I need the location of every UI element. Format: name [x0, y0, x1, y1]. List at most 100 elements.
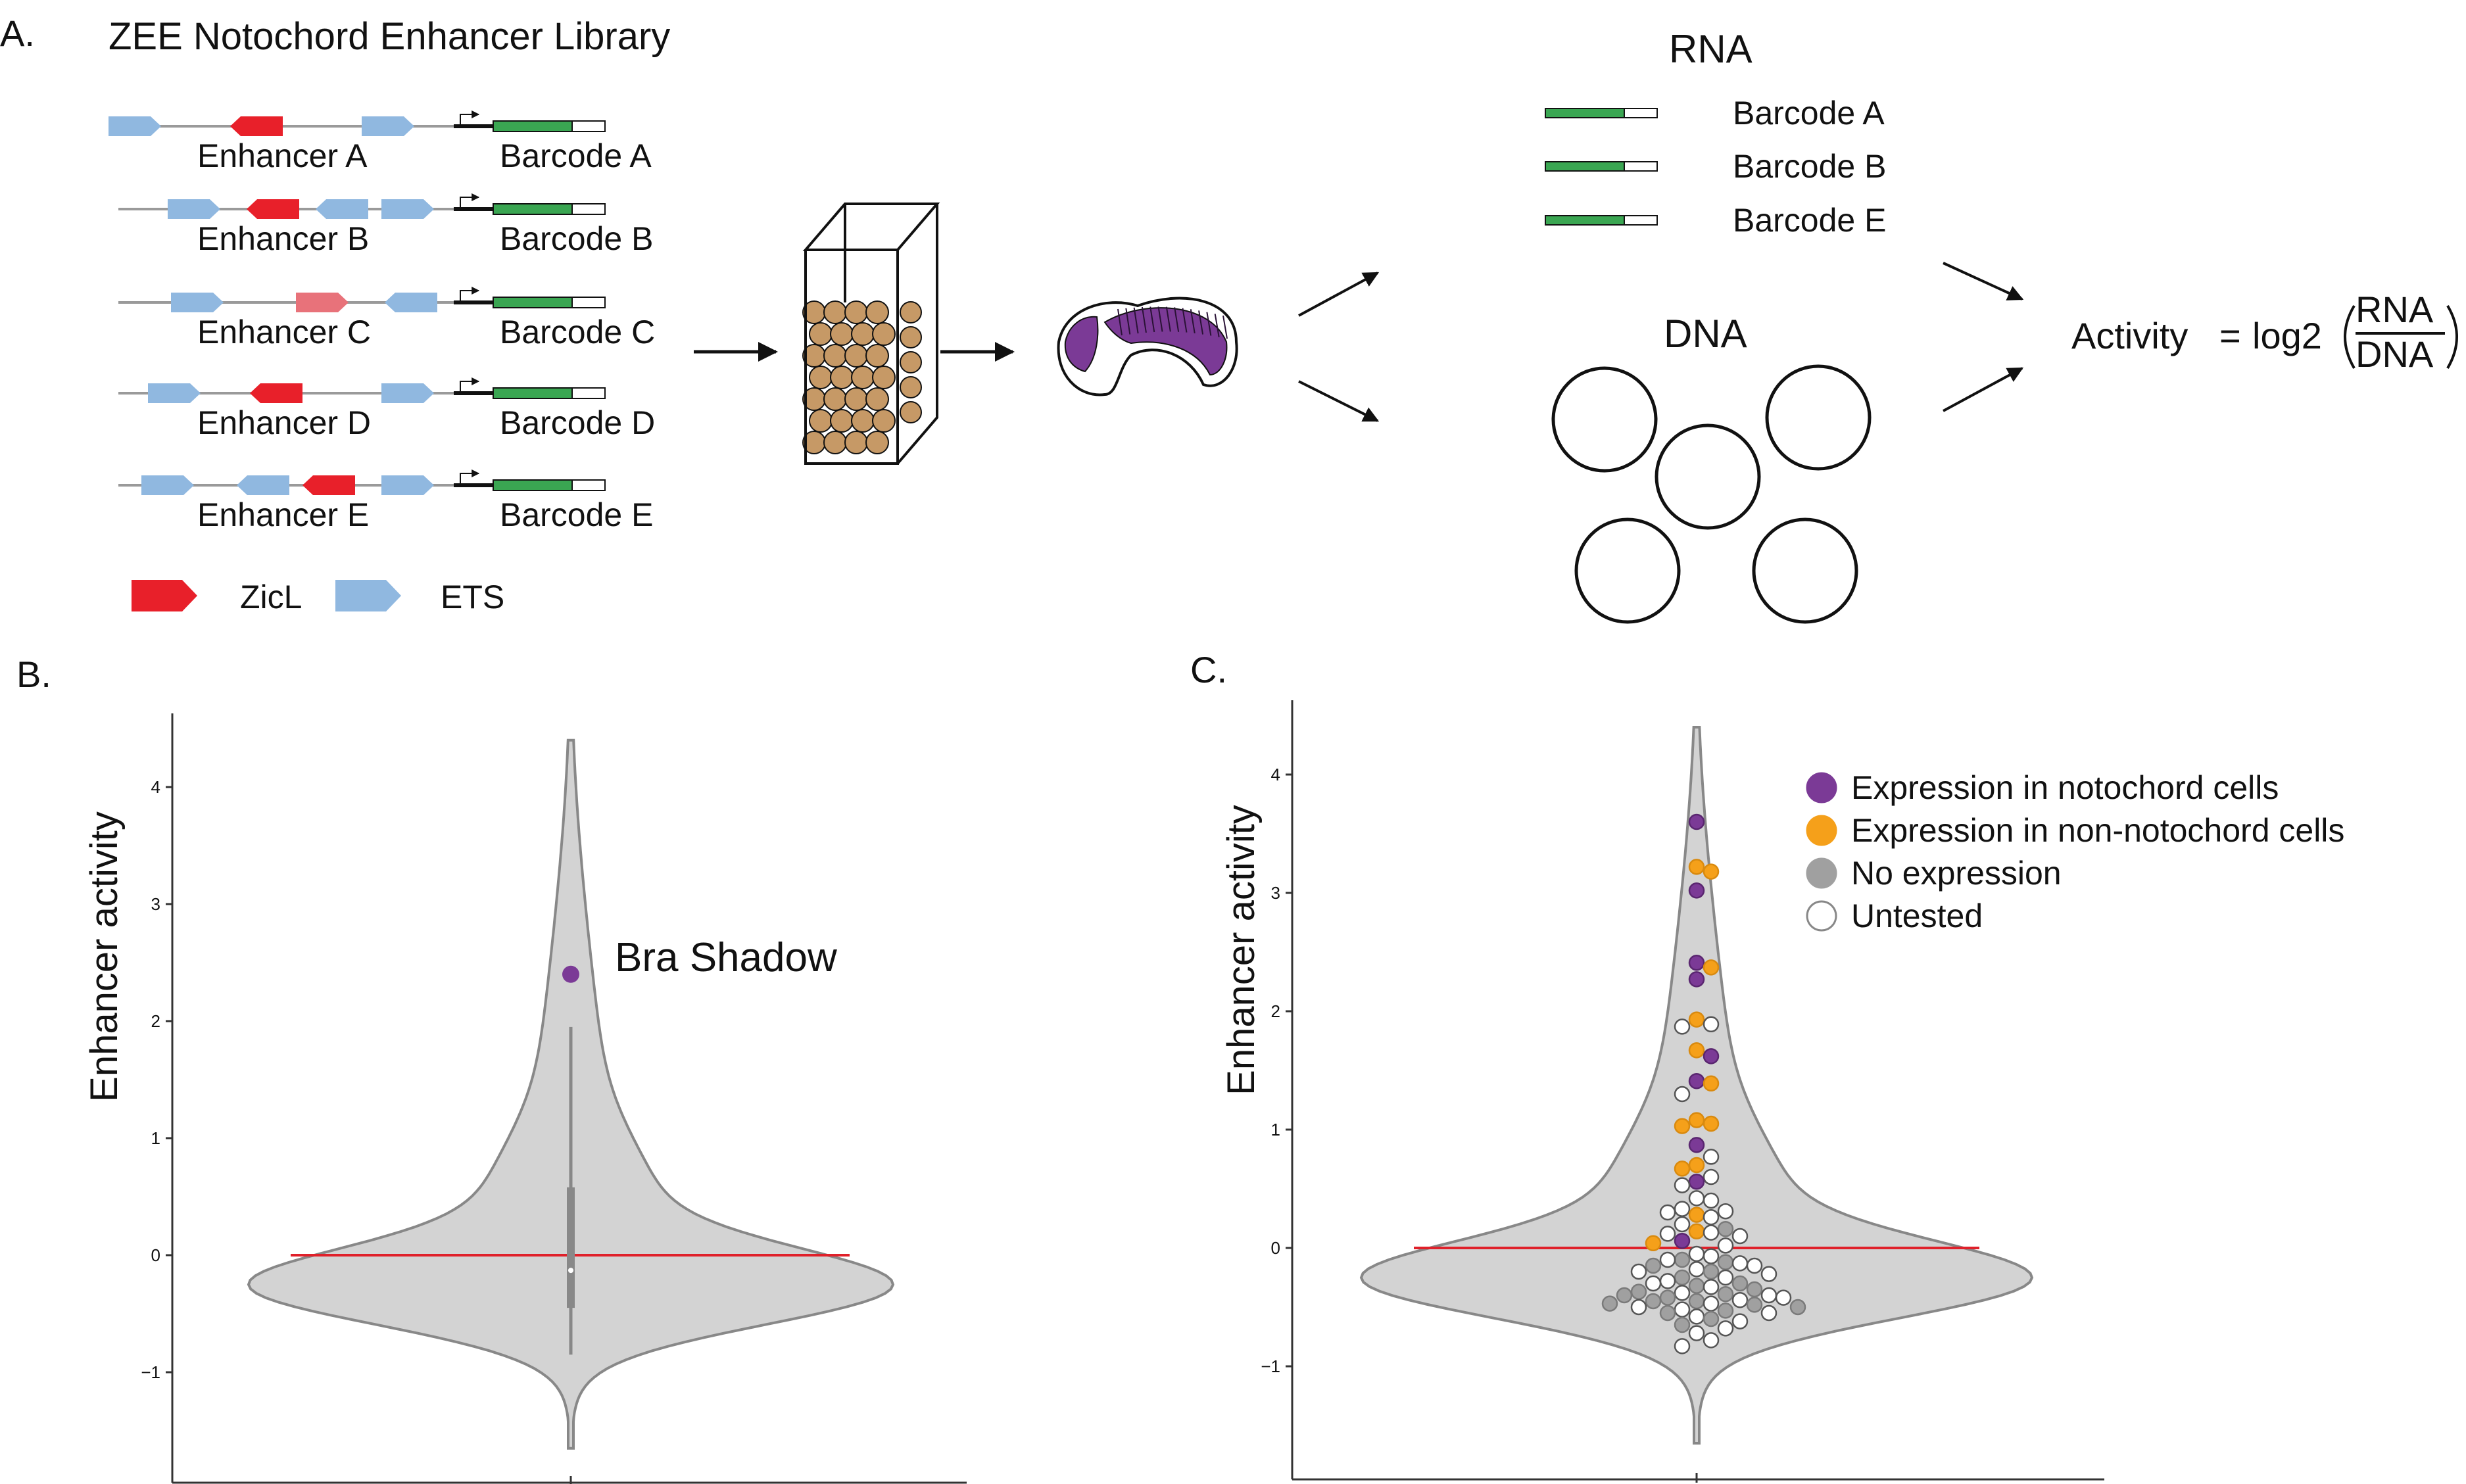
swarm-point [1688, 1072, 1705, 1089]
barcode-label: Barcode A [500, 137, 652, 174]
rna-barcode-row: Barcode B [1545, 148, 1886, 185]
rna-barcode-tail [1624, 215, 1658, 226]
swarm-point [1659, 1304, 1676, 1322]
cell [900, 401, 922, 423]
barcode-tail [571, 297, 606, 308]
legend-label: Untested [1851, 898, 1983, 934]
y-tick-label: 2 [151, 1011, 160, 1031]
y-tick-label: 3 [1271, 883, 1280, 903]
swarm-point [1630, 1263, 1647, 1280]
swarm-point [1703, 1048, 1720, 1065]
swarm-point [1674, 1216, 1691, 1233]
rna-barcode-tail [1624, 161, 1658, 172]
rna-barcodes: Barcode A Barcode B Barcode E [1545, 95, 1886, 239]
barcode-label: Barcode D [500, 404, 655, 441]
enhancer-label: Enhancer E [197, 496, 369, 533]
cell [900, 301, 922, 323]
formula-close-paren [2446, 304, 2458, 370]
swarm-point [1688, 1325, 1705, 1341]
swarm-point [1688, 971, 1705, 988]
y-tick-label: −1 [1261, 1356, 1280, 1376]
cell [900, 326, 922, 348]
swarm-point [1717, 1220, 1734, 1237]
cell [823, 431, 847, 454]
promoter-arrow-icon [460, 287, 480, 302]
y-tick-label: 0 [1271, 1238, 1280, 1258]
y-tick-label: −1 [141, 1362, 160, 1382]
swarm-point [1703, 1263, 1720, 1280]
swarm-point [1688, 954, 1705, 971]
notochord-cell-stripe [1117, 308, 1123, 336]
panel-c-swarm [1601, 813, 1806, 1354]
zicl-motif-icon [296, 293, 349, 312]
arrow-rna-to-formula [1943, 262, 2024, 300]
swarm-point [1775, 1289, 1792, 1306]
embryo-stripes [1117, 306, 1228, 339]
swarm-point [1674, 1269, 1691, 1286]
formula-numerator: RNA [2356, 289, 2434, 330]
swarm-point [1630, 1299, 1647, 1316]
y-tick-label: 3 [151, 894, 160, 914]
formula-function: log2 [2252, 315, 2322, 356]
dna-circle [1765, 364, 1872, 471]
swarm-point [1703, 1115, 1720, 1132]
cell-box [802, 203, 940, 465]
swarm-point [1674, 1161, 1691, 1177]
rna-title: RNA [1669, 27, 1753, 71]
cell [809, 322, 833, 346]
zicl-motif-icon [247, 199, 299, 219]
ets-motif-icon [148, 383, 201, 403]
construct-row: Enhancer E Barcode E [118, 469, 653, 533]
swarm-point [1688, 1190, 1705, 1207]
notochord-cell-stripe [1149, 306, 1155, 333]
ets-legend-icon [335, 580, 401, 611]
panel-b-bra-shadow-point [562, 965, 579, 983]
promoter-arrow-icon [460, 110, 480, 126]
barcode-tail [571, 479, 606, 491]
panel-a-title: ZEE Notochord Enhancer Library [109, 15, 670, 58]
panel-b-median [568, 1268, 573, 1274]
cell [830, 366, 854, 389]
y-tick-label: 0 [151, 1245, 160, 1265]
cell [844, 300, 868, 324]
arrow-dna-to-formula [1943, 367, 2024, 412]
swarm-point [1688, 1137, 1705, 1153]
cell [865, 431, 889, 454]
barcode-reporter [493, 387, 573, 399]
notochord-cell-stripe [1174, 307, 1180, 332]
swarm-point [1674, 1177, 1691, 1193]
swarm-point [1688, 1278, 1705, 1294]
cells-cluster [802, 300, 922, 454]
swarm-point [1688, 1207, 1705, 1223]
cell [851, 409, 875, 433]
cell [830, 322, 854, 346]
cell [823, 387, 847, 411]
ets-motif-icon [109, 116, 161, 136]
notochord-cell-stripe [1206, 312, 1212, 336]
zicl-motif-icon [230, 116, 283, 136]
promoter-arrow-icon [460, 469, 480, 485]
cell [844, 387, 868, 411]
cell [865, 344, 889, 368]
swarm-point [1674, 1285, 1691, 1301]
swarm-point [1703, 1279, 1720, 1295]
enhancer-label: Enhancer B [197, 220, 369, 257]
dna-title: DNA [1664, 312, 1747, 356]
rna-barcode-bar [1545, 215, 1625, 226]
legend-label: Expression in notochord cells [1851, 769, 2279, 806]
swarm-point [1659, 1204, 1676, 1221]
swarm-point [1688, 813, 1705, 830]
cell [865, 387, 889, 411]
notochord-cell-stripe [1133, 307, 1139, 334]
swarm-point [1703, 1332, 1720, 1349]
swarm-point [1717, 1320, 1734, 1337]
arrow-to-dna [1298, 380, 1380, 422]
swarm-point [1645, 1275, 1662, 1292]
swarm-point [1717, 1254, 1734, 1270]
ets-motif-icon [141, 475, 194, 495]
swarm-point [1703, 1192, 1720, 1209]
ets-motif-icon [385, 293, 437, 312]
swarm-point [1659, 1289, 1676, 1306]
y-tick-label: 4 [1271, 765, 1280, 784]
